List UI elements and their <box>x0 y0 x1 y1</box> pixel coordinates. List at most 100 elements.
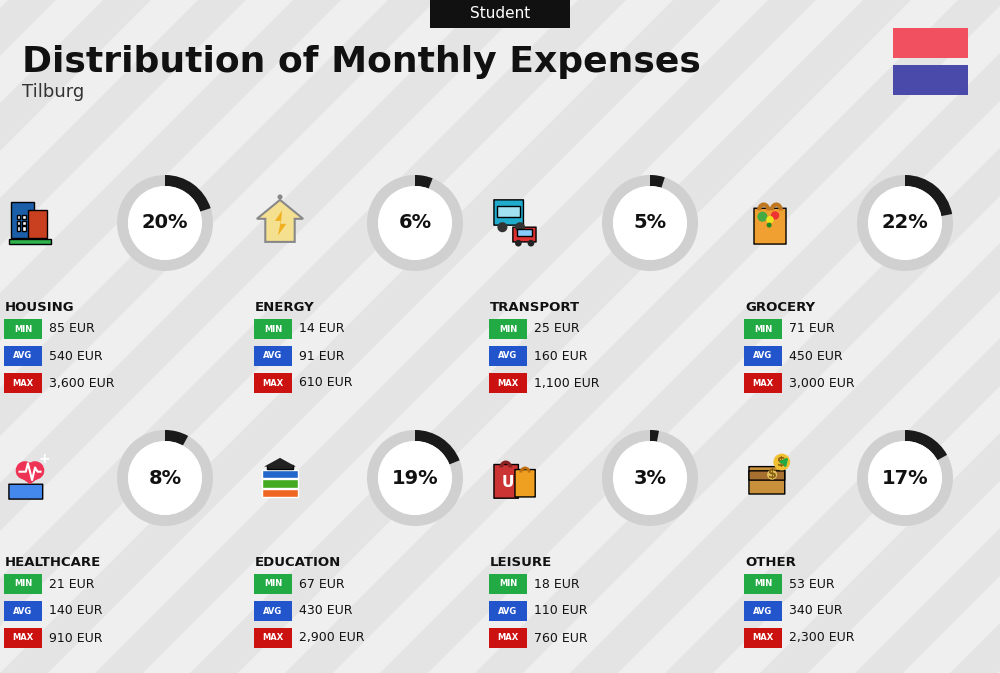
FancyBboxPatch shape <box>744 574 782 594</box>
Text: 3,000 EUR: 3,000 EUR <box>789 376 855 390</box>
Text: 1,100 EUR: 1,100 EUR <box>534 376 600 390</box>
Wedge shape <box>650 175 665 188</box>
Polygon shape <box>855 0 1000 673</box>
Polygon shape <box>570 0 1000 673</box>
Text: 450 EUR: 450 EUR <box>789 349 843 363</box>
Text: HEALTHCARE: HEALTHCARE <box>5 556 101 569</box>
Circle shape <box>766 216 774 223</box>
Wedge shape <box>857 175 953 271</box>
FancyBboxPatch shape <box>22 215 26 219</box>
Text: 110 EUR: 110 EUR <box>534 604 588 618</box>
Text: 760 EUR: 760 EUR <box>534 631 588 645</box>
FancyBboxPatch shape <box>267 464 293 469</box>
Polygon shape <box>0 0 246 673</box>
FancyBboxPatch shape <box>17 221 20 225</box>
Circle shape <box>26 461 44 480</box>
Text: AVG: AVG <box>498 606 518 616</box>
Polygon shape <box>257 200 303 242</box>
Text: 610 EUR: 610 EUR <box>299 376 352 390</box>
Polygon shape <box>0 0 436 673</box>
Text: HOUSING: HOUSING <box>5 301 75 314</box>
Text: MAX: MAX <box>497 378 519 388</box>
Text: 3%: 3% <box>634 468 666 487</box>
Circle shape <box>128 186 202 260</box>
FancyBboxPatch shape <box>744 373 782 393</box>
FancyBboxPatch shape <box>262 470 298 479</box>
Polygon shape <box>0 0 151 673</box>
Polygon shape <box>475 0 1000 673</box>
Text: EDUCATION: EDUCATION <box>255 556 341 569</box>
Text: 140 EUR: 140 EUR <box>49 604 103 618</box>
Text: AVG: AVG <box>753 351 773 361</box>
FancyBboxPatch shape <box>9 484 43 499</box>
Wedge shape <box>367 175 463 271</box>
Circle shape <box>128 441 202 515</box>
Polygon shape <box>95 0 816 673</box>
Wedge shape <box>857 430 953 526</box>
Polygon shape <box>0 0 531 673</box>
FancyBboxPatch shape <box>489 574 527 594</box>
Wedge shape <box>165 430 188 446</box>
Text: AVG: AVG <box>753 606 773 616</box>
Text: MAX: MAX <box>262 378 284 388</box>
Text: +: + <box>39 452 51 466</box>
FancyBboxPatch shape <box>22 226 26 231</box>
Polygon shape <box>380 0 1000 673</box>
FancyBboxPatch shape <box>494 200 523 225</box>
FancyBboxPatch shape <box>254 628 292 648</box>
FancyBboxPatch shape <box>254 373 292 393</box>
FancyBboxPatch shape <box>4 574 42 594</box>
FancyBboxPatch shape <box>744 319 782 339</box>
Text: 71 EUR: 71 EUR <box>789 322 835 336</box>
Text: 20%: 20% <box>142 213 188 232</box>
Text: MIN: MIN <box>14 579 32 588</box>
FancyBboxPatch shape <box>9 239 51 244</box>
Circle shape <box>16 461 34 480</box>
Text: MIN: MIN <box>14 324 32 334</box>
Text: MAX: MAX <box>497 633 519 643</box>
FancyBboxPatch shape <box>489 601 527 621</box>
Text: 85 EUR: 85 EUR <box>49 322 95 336</box>
Circle shape <box>613 186 687 260</box>
Polygon shape <box>264 458 296 466</box>
Text: 18 EUR: 18 EUR <box>534 577 580 590</box>
FancyBboxPatch shape <box>513 227 536 242</box>
Wedge shape <box>117 175 213 271</box>
Text: 430 EUR: 430 EUR <box>299 604 352 618</box>
Polygon shape <box>275 211 286 236</box>
Text: 2,300 EUR: 2,300 EUR <box>789 631 854 645</box>
Text: GROCERY: GROCERY <box>745 301 815 314</box>
Text: Tilburg: Tilburg <box>22 83 84 101</box>
Text: 19%: 19% <box>392 468 438 487</box>
Circle shape <box>771 211 779 219</box>
FancyBboxPatch shape <box>4 601 42 621</box>
Circle shape <box>378 441 452 515</box>
Circle shape <box>767 223 772 227</box>
Text: AVG: AVG <box>498 351 518 361</box>
Text: U: U <box>501 474 514 490</box>
FancyBboxPatch shape <box>17 215 20 219</box>
Text: 21 EUR: 21 EUR <box>49 577 94 590</box>
Circle shape <box>868 441 942 515</box>
Text: Distribution of Monthly Expenses: Distribution of Monthly Expenses <box>22 45 701 79</box>
FancyBboxPatch shape <box>517 229 532 236</box>
Text: 340 EUR: 340 EUR <box>789 604 842 618</box>
FancyBboxPatch shape <box>744 601 782 621</box>
FancyBboxPatch shape <box>489 346 527 366</box>
Text: LEISURE: LEISURE <box>490 556 552 569</box>
Text: $: $ <box>777 456 786 468</box>
Text: 53 EUR: 53 EUR <box>789 577 835 590</box>
Polygon shape <box>0 0 721 673</box>
FancyBboxPatch shape <box>11 202 34 238</box>
FancyBboxPatch shape <box>515 470 535 497</box>
Text: AVG: AVG <box>263 606 283 616</box>
FancyBboxPatch shape <box>489 319 527 339</box>
Text: 67 EUR: 67 EUR <box>299 577 345 590</box>
Wedge shape <box>165 175 211 211</box>
Text: 8%: 8% <box>148 468 182 487</box>
Circle shape <box>773 454 790 470</box>
Wedge shape <box>415 430 460 464</box>
FancyBboxPatch shape <box>254 346 292 366</box>
Circle shape <box>528 240 534 246</box>
FancyBboxPatch shape <box>22 221 26 225</box>
